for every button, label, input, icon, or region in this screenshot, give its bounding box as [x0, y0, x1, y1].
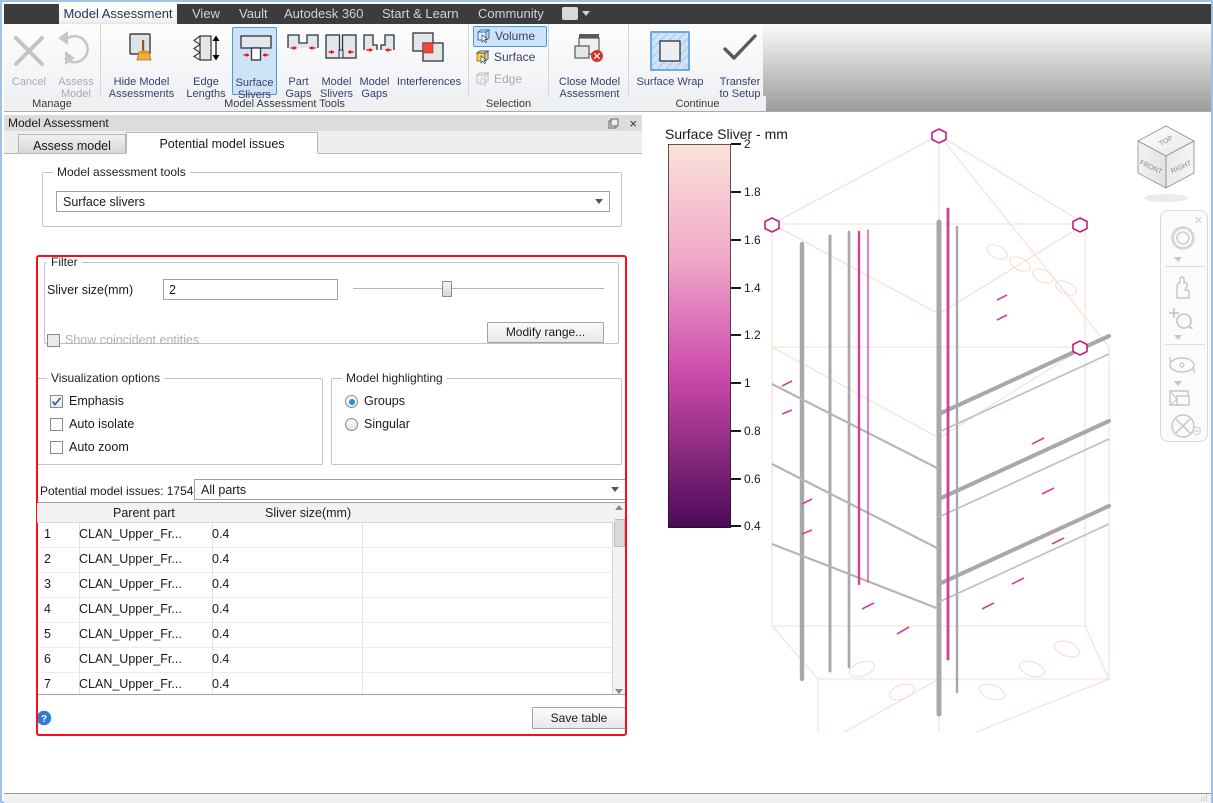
svg-text:?: ? — [41, 714, 47, 725]
